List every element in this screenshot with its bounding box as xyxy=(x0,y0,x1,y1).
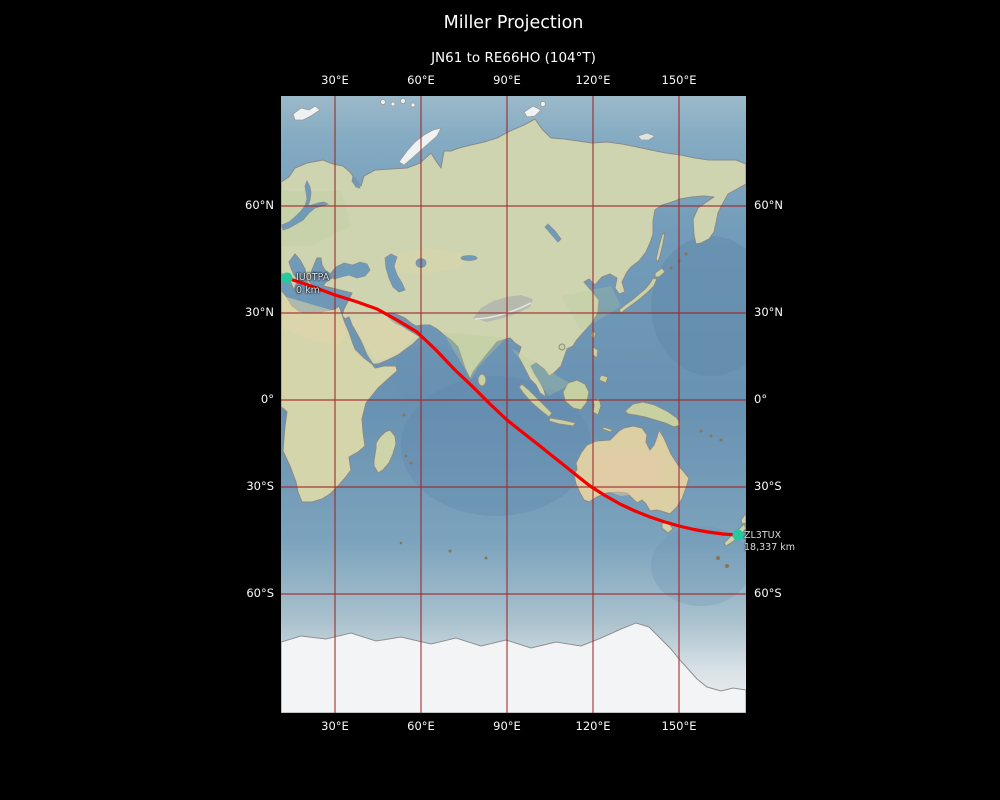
origin-marker xyxy=(281,272,293,284)
left-axis-label: 0° xyxy=(260,392,274,406)
bottom-axis-label: 150°E xyxy=(661,719,697,733)
bottom-axis-label: 60°E xyxy=(407,719,435,733)
lake-baikal xyxy=(544,223,562,243)
arctic-islands xyxy=(292,98,656,166)
left-axis-label: 30°S xyxy=(246,479,274,493)
right-axis-label: 30°N xyxy=(754,305,783,319)
borneo xyxy=(562,379,590,411)
top-axis-label: 120°E xyxy=(575,73,611,87)
small-islands xyxy=(399,252,729,568)
hokkaido xyxy=(654,267,666,278)
philippines-mindanao xyxy=(598,374,609,384)
map-canvas xyxy=(280,96,771,714)
hainan xyxy=(558,343,566,351)
japan xyxy=(618,277,658,314)
right-axis-label: 30°S xyxy=(754,479,782,493)
sakhalin xyxy=(655,231,666,263)
top-axis-label: 90°E xyxy=(493,73,521,87)
great-circle-route xyxy=(285,276,740,537)
left-axis-label: 30°N xyxy=(245,305,274,319)
destination-distance-label: 18,337 km xyxy=(744,542,796,553)
lake-balkhash xyxy=(460,255,478,261)
bottom-axis-label: 30°E xyxy=(321,719,349,733)
origin-callsign-label: IU0TPA xyxy=(296,272,330,283)
bottom-axis-label: 90°E xyxy=(493,719,521,733)
left-axis-label: 60°N xyxy=(245,198,274,212)
sulawesi xyxy=(592,397,602,416)
madagascar xyxy=(373,429,397,474)
africa xyxy=(280,289,398,503)
timor xyxy=(601,426,614,433)
top-axis-label: 60°E xyxy=(407,73,435,87)
right-axis-label: 0° xyxy=(754,392,768,406)
sri-lanka xyxy=(477,373,487,387)
caspian-sea xyxy=(384,253,406,293)
terrain-shading xyxy=(281,191,666,496)
new-guinea xyxy=(624,401,682,428)
destination-marker xyxy=(732,529,744,541)
graticule xyxy=(281,96,746,713)
antarctica xyxy=(280,622,747,714)
top-axis-label: 150°E xyxy=(661,73,697,87)
right-axis-label: 60°S xyxy=(754,586,782,600)
right-axis-label: 60°N xyxy=(754,198,783,212)
top-axis-label: 30°E xyxy=(321,73,349,87)
origin-distance-label: 0 km xyxy=(296,285,320,296)
java xyxy=(548,417,577,427)
white-sea xyxy=(351,175,361,189)
destination-callsign-label: ZL3TUX xyxy=(744,530,782,541)
black-sea xyxy=(329,261,371,280)
route-subtitle: JN61 to RE66HO (104°T) xyxy=(431,50,596,66)
left-axis-label: 60°S xyxy=(246,586,274,600)
bottom-axis-label: 120°E xyxy=(575,719,611,733)
world-map xyxy=(280,96,771,714)
page-title: Miller Projection xyxy=(443,13,584,33)
